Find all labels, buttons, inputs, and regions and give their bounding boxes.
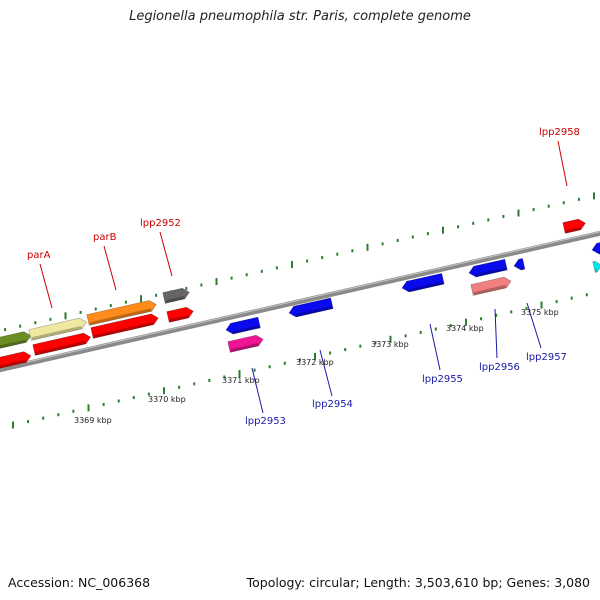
gene-lpp2955 xyxy=(401,272,445,293)
scale-label-3373: 3373 kbp xyxy=(371,340,409,349)
gene-lpp2956-a xyxy=(468,258,508,278)
gene-red-3-body xyxy=(90,313,159,339)
gene-lpp2953-shade xyxy=(230,343,259,353)
leader-line-4 xyxy=(251,367,264,414)
leader-line-8 xyxy=(526,302,542,349)
gene-red-1 xyxy=(0,351,32,371)
gene-lpp2952 xyxy=(162,287,190,304)
accession-text: Accession: NC_006368 xyxy=(8,575,151,590)
gene-lpp2953 xyxy=(227,334,264,353)
leader-line-0 xyxy=(39,263,53,309)
gene-olive-body xyxy=(0,331,32,351)
gene-lpp2954-shade xyxy=(295,305,333,318)
gene-parB xyxy=(86,300,157,326)
gene-lpp2958-body xyxy=(562,218,586,234)
scale-label-3370: 3370 kbp xyxy=(148,395,186,404)
gene-red-4-shade xyxy=(169,315,189,323)
leader-line-5 xyxy=(319,349,333,397)
gene-lpp2953-a-shade xyxy=(232,325,260,335)
topology-text: Topology: circular; Length: 3,503,610 bp… xyxy=(246,575,590,590)
leader-line-7 xyxy=(494,308,498,359)
gene-olive-shade xyxy=(0,339,27,351)
gene-red-4 xyxy=(166,306,194,323)
page-title: Legionella pneumophila str. Paris, compl… xyxy=(129,9,471,24)
genome-backbone-highlight xyxy=(0,231,600,369)
gene-cyan-edge-shade xyxy=(595,268,598,273)
gene-lpp2958-shade xyxy=(565,226,581,234)
scale-label-3375: 3375 kbp xyxy=(521,308,559,317)
gene-label-lpp2953[interactable]: lpp2953 xyxy=(245,416,286,427)
gene-parA xyxy=(28,317,87,341)
gene-cyan-edge xyxy=(592,260,600,273)
gene-red-2-shade xyxy=(35,340,86,356)
leader-line-1 xyxy=(103,245,117,291)
gene-label-lpp2955[interactable]: lpp2955 xyxy=(422,374,463,385)
gene-lpp2957 xyxy=(513,258,526,271)
gene-label-lpp2958[interactable]: lpp2958 xyxy=(539,127,580,138)
scale-label-3374: 3374 kbp xyxy=(446,324,484,333)
gene-lpp2956-body xyxy=(470,276,512,296)
gene-parB-shade xyxy=(89,308,152,326)
gene-lpp2953-body xyxy=(227,334,264,353)
scale-label-3372: 3372 kbp xyxy=(296,358,334,367)
gene-red-4-body xyxy=(166,306,194,323)
gene-label-lpp2954[interactable]: lpp2954 xyxy=(312,399,353,410)
gene-label-lpp2952[interactable]: lpp2952 xyxy=(140,218,181,229)
gene-red-1-shade xyxy=(0,359,27,371)
gene-label-parB[interactable]: parB xyxy=(93,232,117,243)
gene-label-parA[interactable]: parA xyxy=(27,250,51,261)
gene-lpp2957-shade xyxy=(520,266,524,271)
gene-label-lpp2957[interactable]: lpp2957 xyxy=(526,352,567,363)
gene-label-lpp2956[interactable]: lpp2956 xyxy=(479,362,520,373)
gene-red-3-shade xyxy=(93,321,154,339)
gene-lpp2956-shade xyxy=(473,284,507,296)
genome-backbone xyxy=(0,230,600,373)
genes xyxy=(0,218,600,371)
gene-lpp2953-a-body xyxy=(225,316,261,335)
gene-lpp2953-a xyxy=(225,316,261,335)
scale-label-3371: 3371 kbp xyxy=(222,376,260,385)
gene-red-1-body xyxy=(0,351,32,371)
scale-label-3369: 3369 kbp xyxy=(74,416,112,425)
gene-lpp2954 xyxy=(288,297,334,318)
gene-lpp2958 xyxy=(562,218,586,234)
gene-red-2-body xyxy=(32,332,91,356)
gene-lpp2952-body xyxy=(162,287,190,304)
gene-lpp2956-a-body xyxy=(468,258,508,278)
gene-lpp2955-shade xyxy=(408,281,444,293)
leader-line-6 xyxy=(429,323,441,371)
gene-lpp2956 xyxy=(470,276,512,296)
leader-line-2 xyxy=(159,231,173,277)
gene-lpp2952-shade xyxy=(165,296,185,304)
gene-lpp2954-body xyxy=(288,297,334,318)
label-leaders xyxy=(39,140,568,414)
gene-parB-body xyxy=(86,300,157,326)
gene-lpp2956-a-shade xyxy=(475,267,507,278)
tick-marks-top xyxy=(4,192,595,332)
tick-marks-bottom xyxy=(12,293,588,429)
gene-lpp2957-body xyxy=(513,258,526,271)
gene-parA-shade xyxy=(31,325,82,341)
gene-blue-edge-body xyxy=(591,242,600,255)
gene-red-3 xyxy=(90,313,159,339)
gene-red-2 xyxy=(32,332,91,356)
gene-parA-body xyxy=(28,317,87,341)
gene-olive xyxy=(0,331,32,351)
gene-lpp2955-body xyxy=(401,272,445,293)
gene-blue-edge-shade xyxy=(598,250,600,255)
leader-line-3 xyxy=(557,140,568,187)
gene-blue-edge xyxy=(591,242,600,255)
